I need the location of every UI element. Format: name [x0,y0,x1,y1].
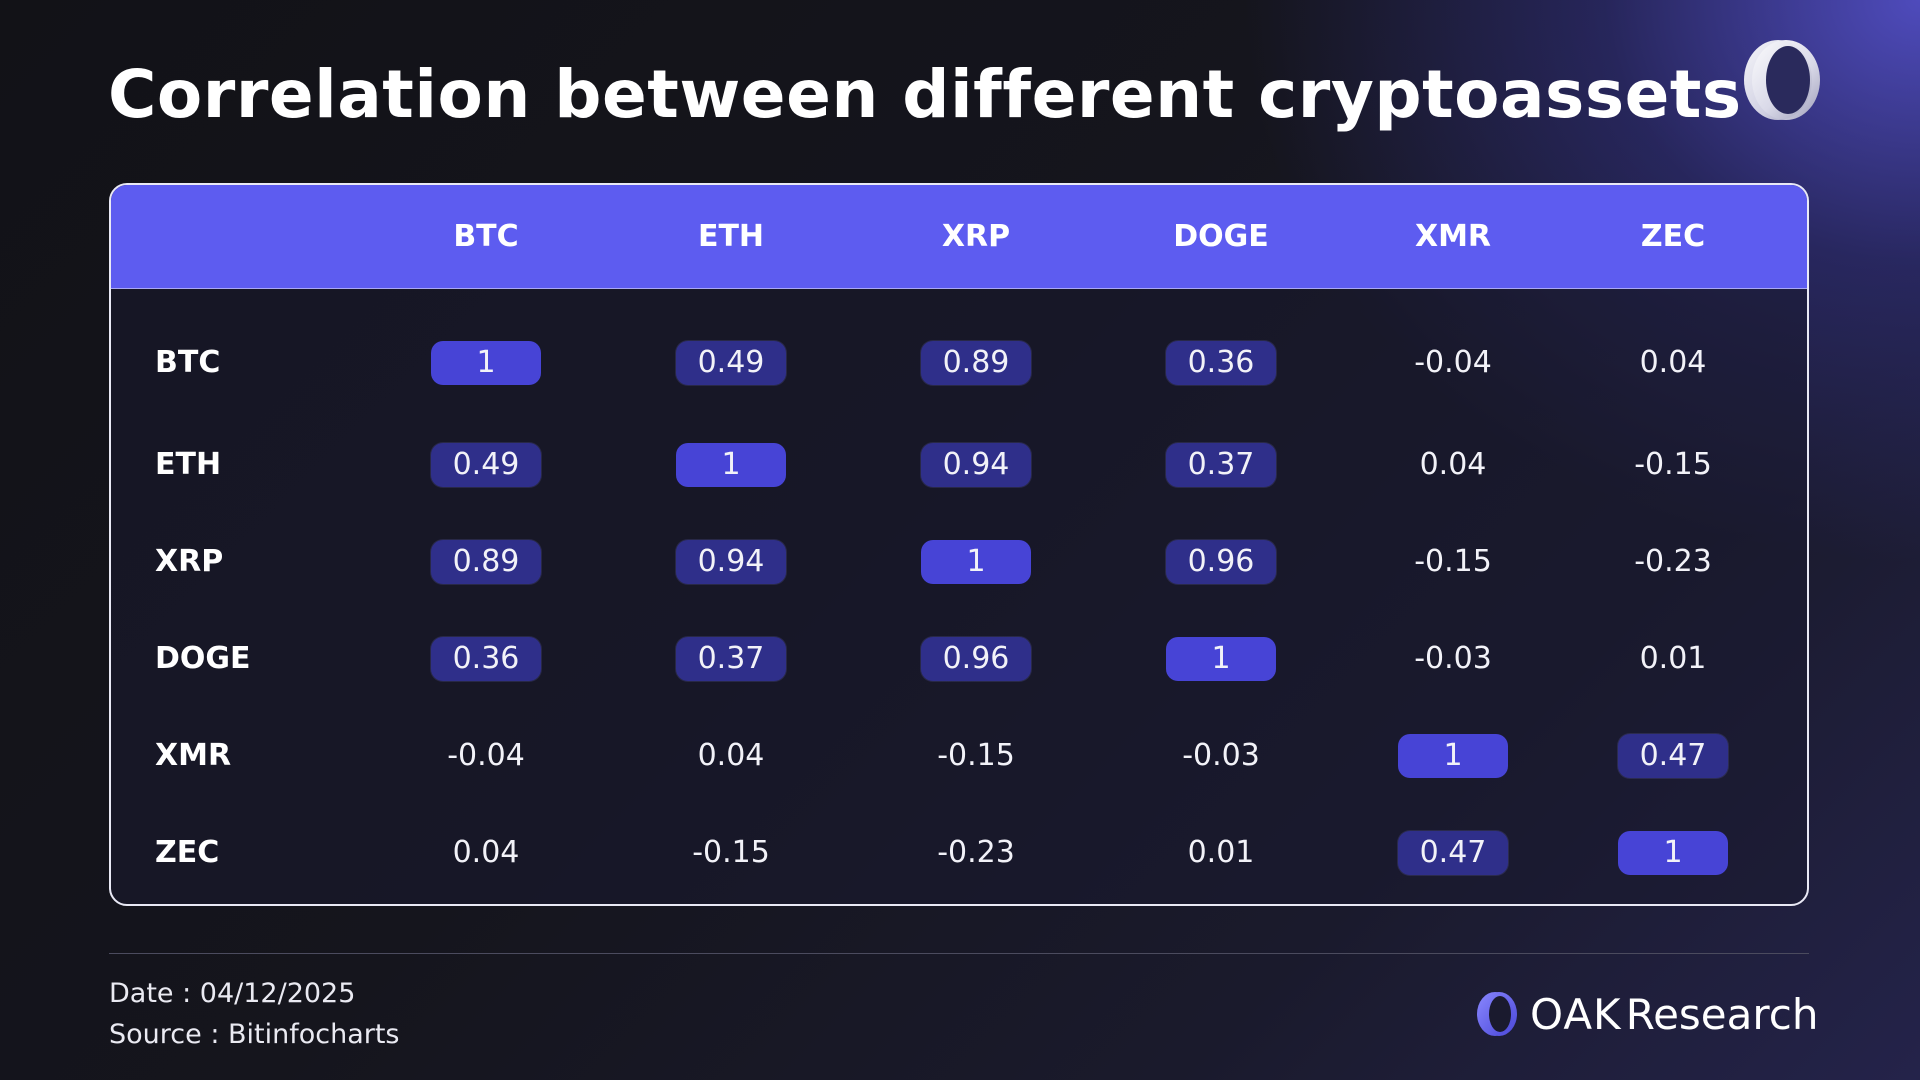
page-title: Correlation between different cryptoasse… [108,56,1742,133]
footer-date: Date : 04/12/2025 [109,978,356,1009]
correlation-table: BTC ETH XRP DOGE XMR ZEC BTC 1 0.49 0.89 0.36 -0.0… [109,183,1809,906]
oak-logo-icon [1744,40,1820,120]
cell-xmr-btc: -0.04 [447,738,525,773]
cell-doge-xmr: -0.03 [1414,641,1492,676]
cell-zec-xrp: -0.23 [937,835,1015,870]
cell-xmr-zec: 0.47 [1618,734,1728,778]
cell-xrp-xmr: -0.15 [1414,544,1492,579]
cell-eth-xmr: 0.04 [1419,447,1487,482]
cell-btc-xrp: 0.89 [921,341,1031,385]
cell-xmr-doge: -0.03 [1182,738,1260,773]
cell-xrp-zec: -0.23 [1634,544,1712,579]
cell-zec-eth: -0.15 [692,835,770,870]
cell-zec-btc: 0.04 [452,835,520,870]
cell-xmr-xmr: 1 [1398,734,1508,778]
cell-btc-eth: 0.49 [676,341,786,385]
column-header-eth: ETH [697,219,765,254]
cell-eth-zec: -0.15 [1634,447,1712,482]
cell-eth-doge: 0.37 [1166,443,1276,487]
column-header-doge: DOGE [1173,219,1269,254]
cell-xmr-eth: 0.04 [697,738,765,773]
column-header-btc: BTC [453,219,519,254]
cell-eth-eth: 1 [676,443,786,487]
row-label-doge: DOGE [155,641,251,676]
row-label-xmr: XMR [155,738,232,773]
column-header-zec: ZEC [1640,219,1706,254]
cell-xrp-eth: 0.94 [676,540,786,584]
cell-doge-btc: 0.36 [431,637,541,681]
row-label-eth: ETH [155,447,222,482]
column-header-xmr: XMR [1414,219,1492,254]
cell-zec-doge: 0.01 [1187,835,1255,870]
brand-name-research: Research [1625,989,1819,1039]
brand-logo: OAK Research [1476,986,1818,1042]
cell-doge-doge: 1 [1166,637,1276,681]
cell-zec-zec: 1 [1618,831,1728,875]
cell-eth-btc: 0.49 [431,443,541,487]
cell-zec-xmr: 0.47 [1398,831,1508,875]
column-header-xrp: XRP [941,219,1011,254]
cell-btc-btc: 1 [431,341,541,385]
row-label-btc: BTC [155,345,221,380]
cell-eth-xrp: 0.94 [921,443,1031,487]
row-label-zec: ZEC [155,835,220,870]
row-label-xrp: XRP [155,544,224,579]
cell-xrp-btc: 0.89 [431,540,541,584]
cell-doge-zec: 0.01 [1639,641,1707,676]
cell-btc-xmr: -0.04 [1414,345,1492,380]
cell-doge-eth: 0.37 [676,637,786,681]
cell-xrp-xrp: 1 [921,540,1031,584]
brand-name-oak: OAK [1530,989,1622,1039]
oak-ring-icon [1477,992,1517,1036]
cell-xmr-xrp: -0.15 [937,738,1015,773]
cell-btc-doge: 0.36 [1166,341,1276,385]
footer-divider [109,953,1809,954]
table-header: BTC ETH XRP DOGE XMR ZEC [111,185,1807,289]
footer-source: Source : Bitinfocharts [109,1019,400,1050]
cell-xrp-doge: 0.96 [1166,540,1276,584]
cell-doge-xrp: 0.96 [921,637,1031,681]
cell-btc-zec: 0.04 [1639,345,1707,380]
